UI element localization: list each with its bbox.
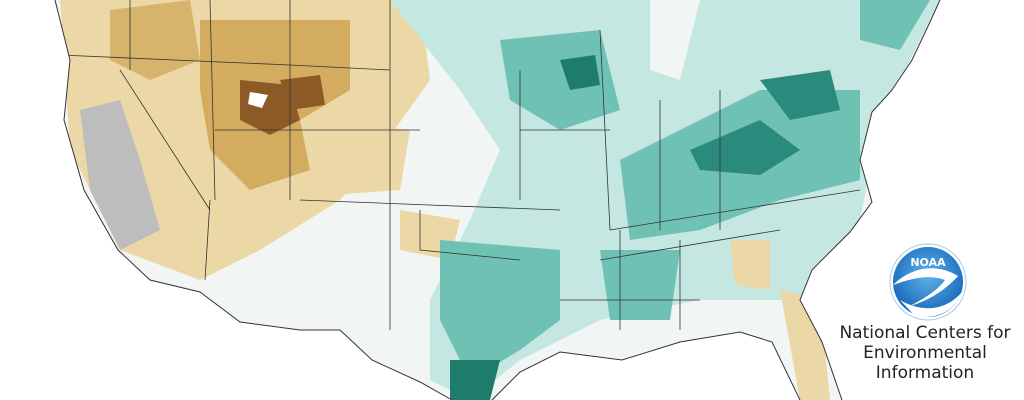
coastline [54,0,941,400]
logo-acronym: NOAA [910,256,946,269]
org-line: Environmental [863,343,987,363]
org-line: National Centers for [839,323,1010,343]
org-line: Information [876,363,974,383]
noaa-logo: NOAA [889,243,967,321]
